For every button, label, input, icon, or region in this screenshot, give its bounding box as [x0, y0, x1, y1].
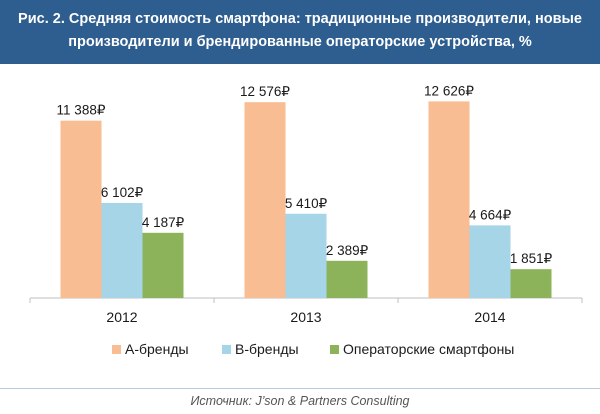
bar-series-3	[326, 260, 368, 298]
legend-swatch-2	[222, 345, 231, 354]
bar-series-2	[101, 202, 143, 298]
chart-title: Рис. 2. Средняя стоимость смартфона: тра…	[18, 11, 582, 50]
bar-series-2	[285, 213, 327, 298]
source-note: Источник: J’son & Partners Consulting	[0, 388, 600, 414]
bar-chart: 11 388₽ 6 102₽ 4 187₽ 2012 12 576₽ 5 410₽ 2 38…	[29, 83, 583, 357]
data-label: 12 626₽	[424, 83, 474, 98]
legend-label: В-бренды	[235, 341, 299, 357]
data-label: 2 389₽	[326, 243, 369, 258]
bar-series-1	[244, 102, 286, 299]
data-label: 4 664₽	[469, 207, 512, 222]
source-text: Источник: J’son & Partners Consulting	[190, 394, 410, 408]
legend-label: А-бренды	[125, 341, 189, 357]
bar-series-3	[142, 232, 184, 298]
x-tick-label: 2012	[106, 309, 137, 325]
data-label: 11 388₽	[57, 103, 106, 118]
x-tick-label: 2013	[290, 309, 321, 325]
bar-series-2	[469, 225, 511, 298]
bar-series-3	[510, 269, 552, 298]
data-label: 4 187₽	[142, 215, 185, 230]
data-label: 5 410₽	[285, 196, 328, 211]
legend-label: Операторские смартфоны	[343, 341, 514, 357]
data-label: 12 576₽	[240, 84, 290, 99]
chart-area: 11 388₽ 6 102₽ 4 187₽ 2012 12 576₽ 5 410₽ 2 38…	[0, 64, 600, 404]
chart-title-banner: Рис. 2. Средняя стоимость смартфона: тра…	[0, 0, 600, 64]
legend-swatch-3	[330, 345, 339, 354]
data-label: 6 102₽	[101, 185, 144, 200]
bar-series-1	[60, 120, 102, 298]
legend-swatch-1	[112, 345, 121, 354]
data-label: 1 851₽	[510, 251, 553, 266]
x-tick-label: 2014	[474, 309, 505, 325]
bar-series-1	[428, 101, 470, 298]
